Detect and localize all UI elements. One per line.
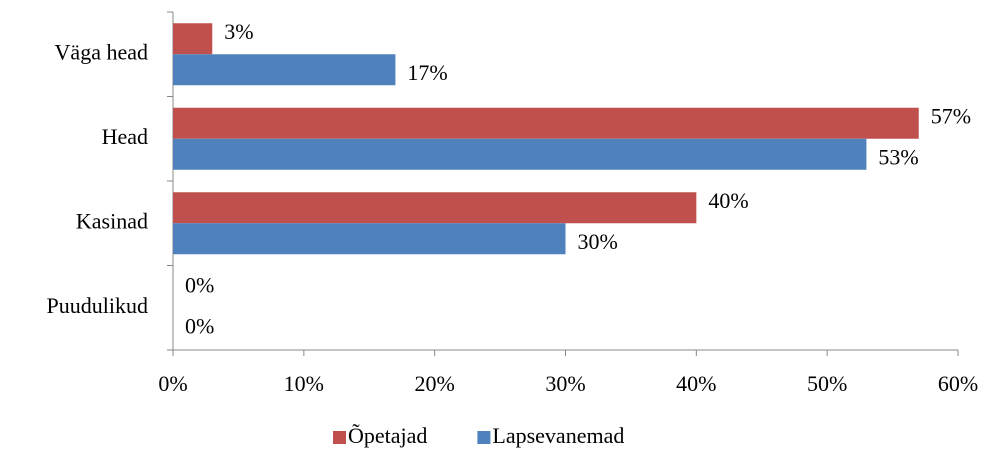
value-label: 0% bbox=[185, 272, 214, 297]
y-tick-label: Head bbox=[102, 124, 148, 149]
value-label: 30% bbox=[578, 229, 618, 254]
legend-label: Õpetajad bbox=[348, 423, 427, 448]
value-label: 0% bbox=[185, 313, 214, 338]
x-tick-label: 60% bbox=[938, 371, 978, 396]
x-tick-label: 50% bbox=[807, 371, 847, 396]
value-label: 17% bbox=[407, 60, 447, 85]
value-label: 57% bbox=[931, 103, 971, 128]
x-tick-label: 0% bbox=[158, 371, 187, 396]
legend-label: Lapsevanemad bbox=[492, 423, 624, 448]
x-tick-label: 10% bbox=[284, 371, 324, 396]
legend-swatch bbox=[477, 431, 491, 444]
x-tick-label: 30% bbox=[545, 371, 585, 396]
y-tick-label: Väga head bbox=[55, 39, 148, 64]
bar bbox=[173, 223, 566, 255]
bar bbox=[173, 107, 919, 139]
bar bbox=[173, 138, 867, 170]
bar bbox=[173, 54, 396, 86]
bar bbox=[173, 23, 213, 55]
legend-swatch bbox=[333, 431, 346, 444]
x-tick-label: 20% bbox=[415, 371, 455, 396]
y-tick-label: Kasinad bbox=[76, 208, 148, 233]
x-tick-label: 40% bbox=[676, 371, 716, 396]
bar bbox=[173, 192, 697, 224]
value-label: 40% bbox=[708, 188, 748, 213]
value-label: 3% bbox=[224, 19, 253, 44]
y-tick-label: Puudulikud bbox=[47, 293, 148, 318]
value-label: 53% bbox=[878, 144, 918, 169]
